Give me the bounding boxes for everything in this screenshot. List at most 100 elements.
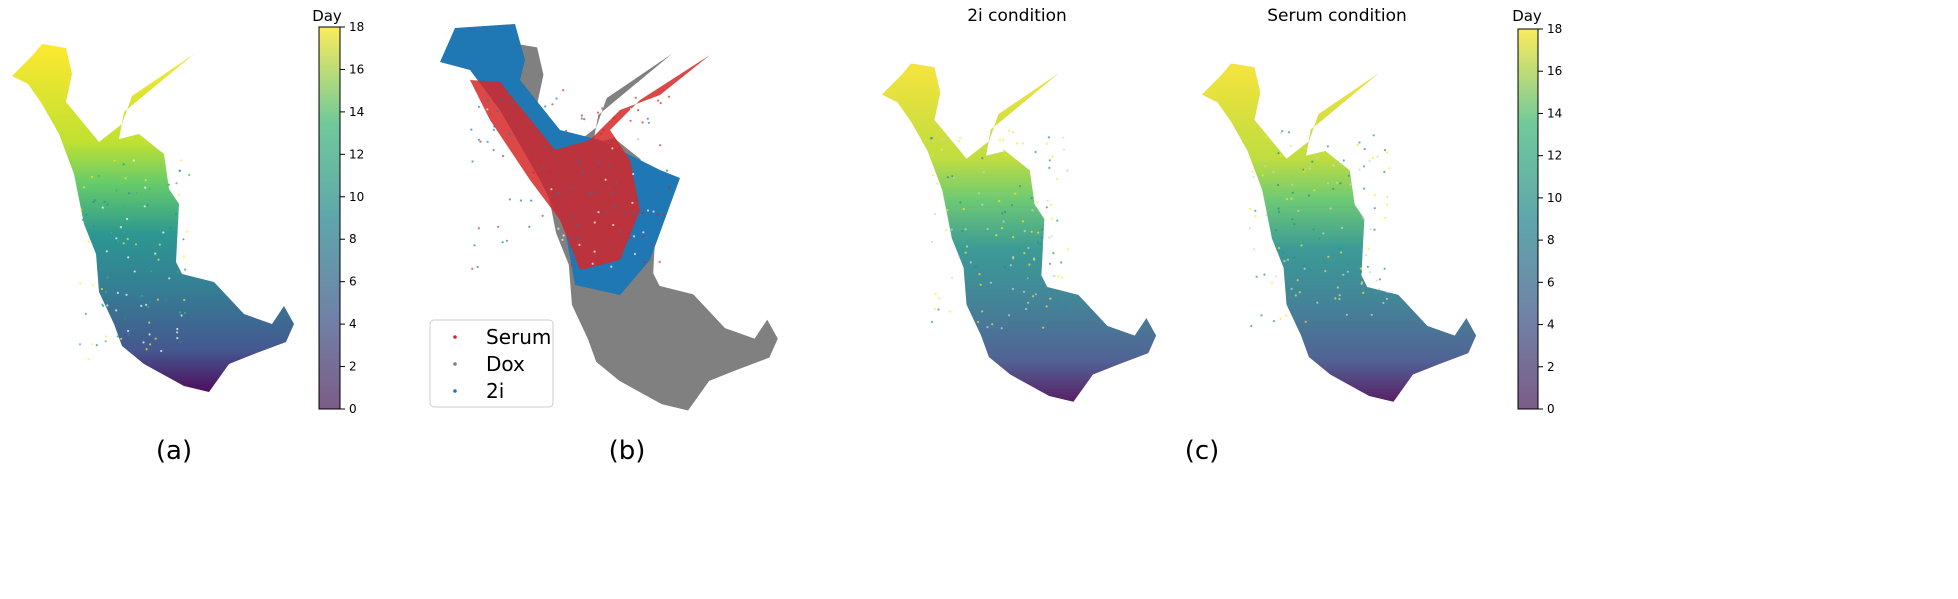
panel-c1-point — [998, 199, 1001, 203]
panel-b-point — [608, 164, 611, 167]
panel-a-point — [134, 243, 138, 246]
panel-c2-point — [1340, 226, 1344, 229]
panel-a-point — [133, 272, 136, 275]
panel-c1-point — [930, 240, 934, 244]
panel-a-point — [113, 159, 116, 162]
panel-c2-point — [1278, 210, 1281, 213]
panel-b-point — [475, 188, 478, 191]
panel-a-point — [125, 293, 128, 296]
panel-c2-point — [1378, 287, 1381, 291]
panel-b-point — [564, 180, 567, 183]
panel-c1-point — [989, 281, 993, 284]
panel-c1-point — [969, 261, 972, 264]
panel-b-label: (b) — [609, 436, 646, 466]
panel-c1-point — [1012, 131, 1015, 134]
panel-b-point — [659, 144, 662, 147]
panel-a-point — [135, 259, 138, 263]
panel-c2-point — [1279, 154, 1282, 157]
panel-b-point — [650, 243, 653, 246]
colorbar-right-tick-label: 0 — [1547, 402, 1555, 416]
panel-b-point — [611, 191, 614, 194]
panel-c2-point — [1290, 197, 1293, 200]
colorbar-right-bar — [1517, 28, 1539, 410]
panel-b-point — [605, 211, 608, 214]
panel-c1-point — [1027, 246, 1030, 250]
panel-c2-point — [1253, 248, 1256, 251]
panel-b-point — [549, 171, 552, 174]
panel-b-point — [539, 150, 542, 154]
panel-c1-point — [1045, 142, 1048, 145]
panel-c1-cell-cloud — [881, 63, 1157, 402]
panel-c2-point — [1334, 297, 1337, 300]
panel-a-point — [90, 175, 93, 179]
panel-c1-point — [1048, 166, 1051, 169]
panel-b-point — [493, 100, 496, 103]
panel-c1-point — [949, 310, 952, 313]
panel-c2-points — [1248, 130, 1391, 328]
panel-c1-point — [1015, 142, 1018, 145]
panel-a-point — [84, 312, 87, 315]
panel-c1-point — [1007, 314, 1011, 317]
panel-c1-point — [1062, 136, 1065, 139]
panel-c2-point — [1339, 182, 1342, 185]
panel-b-point — [544, 105, 547, 108]
panel-c2-point — [1360, 282, 1363, 285]
panel-a-point — [147, 305, 150, 309]
panel-b-point — [592, 218, 595, 221]
colorbar-right: Day 0 2 4 6 8 10 12 14 16 18 — [1512, 7, 1562, 416]
panel-a-point — [184, 163, 187, 167]
panel-c1-point — [1014, 192, 1017, 195]
panel-b-point — [601, 107, 604, 110]
panel-c2-point — [1298, 291, 1301, 294]
panel-c1-point — [1021, 142, 1025, 145]
panel-c1-point — [1057, 275, 1060, 278]
colorbar-left-tick-label: 6 — [349, 275, 357, 289]
panel-a-point — [106, 203, 109, 206]
panel-c1-point — [959, 201, 962, 204]
panel-b-point — [557, 191, 560, 194]
panel-c1-point — [1032, 295, 1035, 298]
panel-a-point — [91, 284, 94, 287]
panel-c2-point — [1307, 194, 1311, 197]
legend-marker-dox — [453, 362, 457, 366]
panel-a-point — [179, 340, 182, 344]
panel-c1-point — [978, 273, 981, 276]
panel-c1-point — [1056, 299, 1059, 302]
panel-c1-point — [1026, 297, 1029, 300]
panel-c2-point — [1303, 264, 1306, 267]
panel-c2-point — [1277, 152, 1280, 155]
panel-c1-point — [1012, 236, 1015, 239]
panel-c2-point — [1286, 258, 1289, 261]
panel-c1-point — [1000, 327, 1003, 330]
panel-a-point — [93, 199, 96, 202]
panel-b-point — [647, 121, 651, 124]
colorbar-left-tick-label: 10 — [349, 190, 364, 204]
panel-c1-point — [981, 157, 984, 160]
panel-a-point — [136, 271, 139, 274]
panel-a-point — [148, 333, 151, 336]
panel-a-point — [138, 295, 141, 298]
panel-c2-point — [1304, 320, 1307, 323]
panel-b-point — [614, 205, 617, 208]
panel-b-point — [508, 132, 511, 135]
panel-b-point — [492, 128, 495, 131]
panel-b-point — [518, 243, 521, 246]
panel-a-point — [141, 294, 144, 297]
panel-c1-point — [1047, 136, 1050, 139]
panel-b-point — [491, 199, 494, 203]
panel-b-point — [584, 263, 588, 266]
panel-c2-point — [1386, 195, 1389, 199]
panel-a-point — [127, 329, 130, 333]
panel-c1-point — [1028, 263, 1031, 266]
panel-c1-point — [1066, 248, 1070, 251]
panel-b-point — [597, 165, 600, 169]
panel-b-point — [607, 211, 610, 214]
panel-b-point — [519, 199, 523, 202]
panel-a-point — [126, 217, 129, 221]
panel-c1-point — [1052, 252, 1055, 255]
panel-b-point — [542, 145, 546, 148]
panel-b-point — [499, 98, 503, 101]
panel-b-point — [580, 117, 583, 120]
panel-b-point — [637, 138, 640, 141]
panel-a-point — [148, 187, 151, 190]
